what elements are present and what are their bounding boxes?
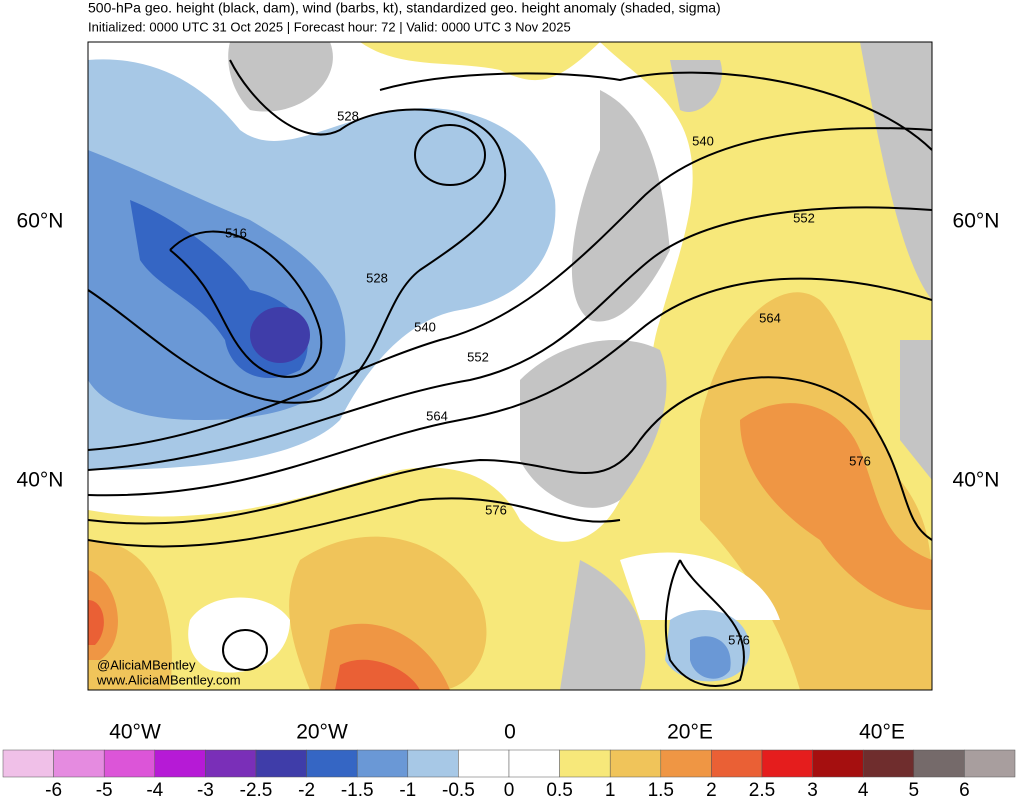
colorbar-box (306, 749, 358, 778)
colorbar-box (660, 749, 712, 778)
colorbar-tick-label: -3 (197, 780, 214, 800)
lat-label: 60°N (953, 210, 1000, 233)
colorbar: -6 -5 -4 -3 -2.5 -2 -1.5 -1 -0.5 0 0.5 1 1.5 2 2.5 3 4 5 6 (2, 749, 1016, 800)
contour-label: 528 (366, 270, 388, 285)
lat-label: 60°N (17, 210, 64, 233)
colorbar-box (559, 749, 611, 778)
colorbar-tick-label: 0.5 (546, 780, 572, 800)
contour-label: 516 (225, 225, 247, 240)
lat-label: 40°N (953, 469, 1000, 492)
contour-label: 564 (426, 408, 448, 423)
lon-label: 40°E (859, 721, 905, 744)
colorbar-tick-label: 3 (807, 780, 818, 800)
colorbar-tick-label: -0.5 (442, 780, 475, 800)
colorbar-tick-label: -1 (399, 780, 416, 800)
colorbar-box (205, 749, 257, 778)
credit: @AliciaMBentley (97, 657, 196, 672)
lon-label: 20°E (667, 721, 713, 744)
colorbar-box (508, 749, 560, 778)
colorbar-box (761, 749, 813, 778)
colorbar-tick-label: 0 (504, 780, 515, 800)
contour-label: 540 (692, 133, 714, 148)
title: 500-hPa geo. height (black, dam), wind (… (88, 0, 721, 16)
colorbar-box (53, 749, 105, 778)
subtitle: Initialized: 0000 UTC 31 Oct 2025 | Fore… (88, 19, 571, 34)
contour-label: 540 (414, 319, 436, 334)
colorbar-box (609, 749, 662, 778)
colorbar-box (862, 749, 915, 778)
lon-label: 20°W (296, 721, 348, 744)
contour-label: 576 (728, 632, 750, 647)
colorbar-tick-label: 1 (605, 780, 616, 800)
colorbar-box (2, 749, 54, 778)
contour-label: 528 (337, 108, 359, 123)
colorbar-tick-label: -2.5 (240, 780, 273, 800)
colorbar-tick-label: 2 (706, 780, 717, 800)
colorbar-tick-label: 1.5 (648, 780, 674, 800)
colorbar-tick-label: 4 (858, 780, 869, 800)
colorbar-tick-label: -5 (96, 780, 113, 800)
colorbar-tick-label: 6 (959, 780, 970, 800)
lon-label: 0 (504, 721, 516, 744)
credit: www.AliciaMBentley.com (96, 672, 241, 687)
map-area: 528 516 528 540 552 564 576 540 552 564 … (87, 41, 933, 691)
colorbar-tick-label: 2.5 (749, 780, 775, 800)
colorbar-box (356, 749, 409, 778)
colorbar-box (913, 749, 965, 778)
contour-label: 576 (485, 502, 507, 517)
contour-label: 552 (793, 210, 815, 225)
colorbar-box (458, 749, 510, 778)
colorbar-tick-label: -6 (45, 780, 62, 800)
contour-label: 564 (759, 310, 781, 325)
colorbar-tick-label: 5 (909, 780, 920, 800)
colorbar-box (812, 749, 864, 778)
lon-label: 40°W (109, 721, 161, 744)
colorbar-tick-label: -1.5 (341, 780, 374, 800)
colorbar-tick-label: -2 (298, 780, 315, 800)
colorbar-box (964, 749, 1016, 778)
colorbar-tick-label: -4 (146, 780, 163, 800)
contour-label: 552 (467, 349, 489, 364)
lat-label: 40°N (17, 469, 64, 492)
colorbar-box (711, 749, 763, 778)
contour-label: 576 (849, 453, 871, 468)
colorbar-box (154, 749, 206, 778)
colorbar-box (255, 749, 307, 778)
colorbar-box (407, 749, 459, 778)
colorbar-box (103, 749, 156, 778)
